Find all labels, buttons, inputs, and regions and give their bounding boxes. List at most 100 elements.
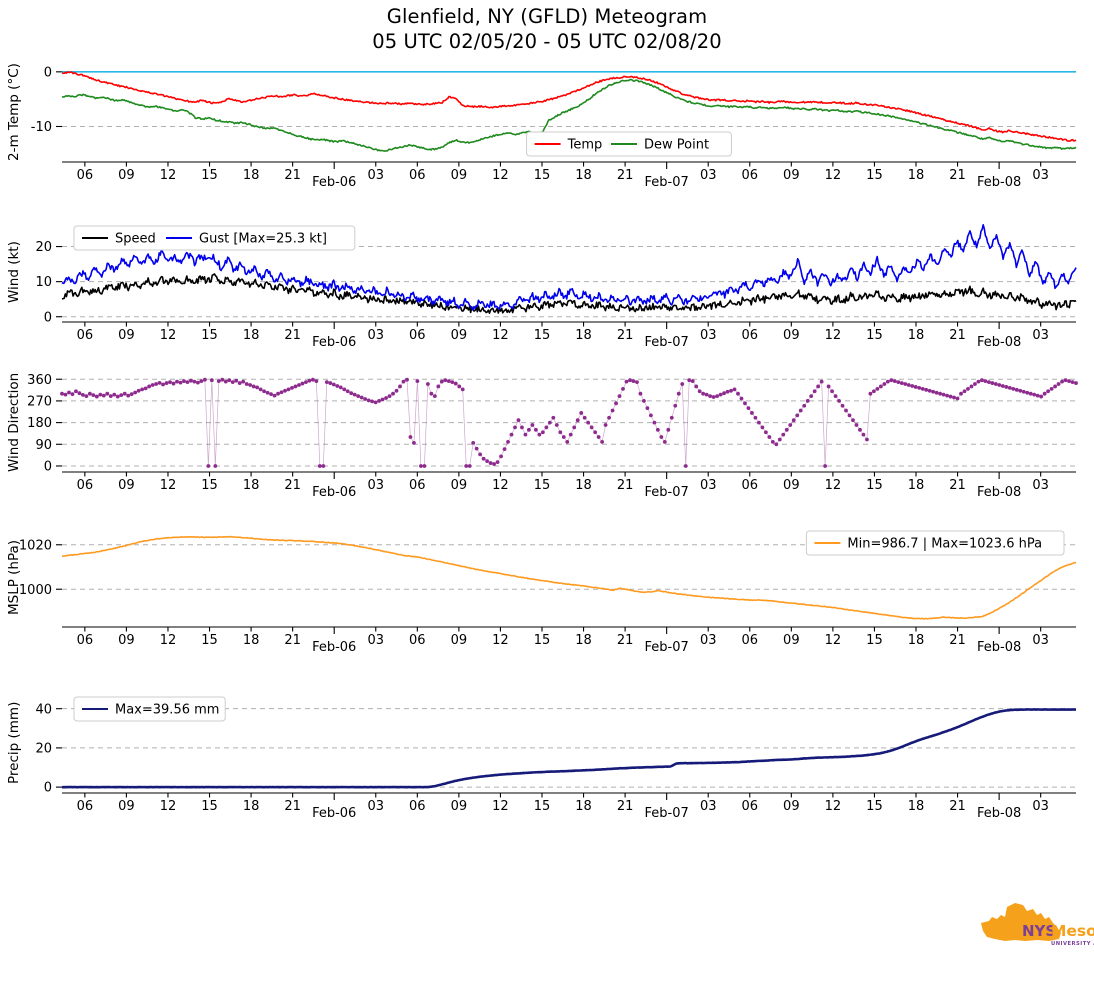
x-tick-temperature-5: 21 (284, 168, 301, 183)
wind-direction-point (575, 418, 580, 423)
wind-direction-point (666, 427, 671, 432)
x-tick-wind-6: Feb-06 (312, 335, 356, 350)
wind-direction-point (506, 439, 510, 444)
plot-mslp: 1000 1020 06 09 12 15 18 21 Feb-06 03 06 09 12 15 18 21… (19, 530, 1077, 655)
x-tick-precip-3: 15 (201, 799, 218, 814)
wind-direction-point (405, 377, 409, 382)
panel-temperature: 2-m Temp (°C) 0 -10 06 09 12 15 18 21 Feb-06 03 06 0… (0, 62, 1094, 210)
wind-direction-point (913, 385, 918, 389)
wind-direction-point (286, 387, 291, 392)
wind-direction-point (394, 388, 399, 393)
x-tick-wind_direction-20: 18 (908, 478, 925, 493)
wind-direction-point (213, 464, 218, 468)
wind-direction-point (547, 420, 552, 425)
wind-direction-point (133, 390, 138, 395)
x-tick-mslp-5: 21 (284, 633, 301, 648)
wind-direction-point (729, 388, 733, 393)
wind-direction-point (398, 384, 402, 389)
wind-direction-point (722, 391, 726, 396)
x-tick-precip-9: 09 (451, 799, 468, 814)
wind-direction-point (112, 392, 117, 397)
wind-direction-point (150, 383, 155, 387)
wind-direction-point (283, 388, 287, 393)
x-tick-mslp-11: 15 (534, 633, 551, 648)
wind-direction-point (579, 411, 584, 415)
wind-direction-point (725, 389, 730, 394)
wind-direction-point (872, 389, 876, 394)
wind-direction-point (781, 432, 786, 437)
x-tick-wind_direction-10: 12 (492, 478, 509, 493)
x-tick-mslp-6: Feb-06 (312, 640, 356, 655)
legend-label-1: Gust [Max=25.3 kt] (199, 232, 327, 247)
wind-direction-point (976, 379, 981, 384)
x-tick-precip-12: 18 (575, 799, 592, 814)
y-axis-label-temperature: 2-m Temp (°C) (6, 63, 22, 161)
wind-direction-point (415, 379, 420, 384)
x-tick-wind_direction-18: 12 (825, 478, 842, 493)
wind-direction-point (868, 391, 873, 396)
wind-direction-point (554, 423, 559, 427)
wind-direction-point (812, 389, 817, 394)
wind-direction-point (596, 435, 601, 439)
wind-direction-point (624, 379, 629, 384)
wind-direction-point (513, 425, 517, 430)
wind-direction-point (739, 396, 744, 401)
wind-direction-point (614, 401, 618, 406)
legend-label-0: Temp (567, 138, 603, 153)
wind-direction-point (359, 395, 364, 400)
x-tick-temperature-21: 21 (949, 168, 966, 183)
wind-direction-point (331, 382, 336, 387)
y-tick-precip-2: 40 (35, 702, 52, 717)
wind-direction-point (540, 430, 545, 435)
x-tick-precip-17: 09 (783, 799, 800, 814)
x-tick-wind-20: 18 (908, 328, 925, 343)
x-tick-precip-6: Feb-06 (312, 806, 356, 821)
x-tick-precip-5: 21 (284, 799, 301, 814)
wind-direction-point (628, 378, 632, 383)
wind-direction-point (924, 387, 929, 392)
wind-direction-point (736, 391, 740, 396)
wind-direction-point (1007, 386, 1012, 390)
x-tick-temperature-13: 21 (617, 168, 634, 183)
wind-direction-point (276, 391, 280, 396)
y-tick-wind_direction-1: 90 (35, 438, 52, 453)
wind-direction-point (931, 389, 936, 394)
wind-direction-point (189, 378, 193, 383)
wind-direction-point (436, 384, 441, 389)
wind-direction-point (993, 382, 998, 386)
wind-direction-point (297, 383, 301, 387)
wind-direction-point (304, 380, 308, 385)
wind-direction-point (314, 379, 319, 384)
y-axis-label-mslp: MSLP (hPa) (6, 539, 22, 615)
wind-direction-point (941, 392, 946, 397)
x-tick-precip-16: 06 (742, 799, 759, 814)
y-tick-wind-1: 10 (35, 275, 52, 290)
wind-direction-point (833, 394, 838, 398)
x-tick-precip-18: 12 (825, 799, 842, 814)
wind-direction-point (422, 464, 427, 468)
x-tick-temperature-9: 09 (451, 168, 468, 183)
y-tick-wind-0: 0 (44, 310, 52, 325)
wind-direction-point (384, 396, 388, 400)
x-tick-precip-10: 12 (492, 799, 509, 814)
wind-direction-point (1063, 378, 1068, 383)
wind-direction-point (844, 408, 848, 413)
wind-direction-point (551, 415, 556, 420)
x-tick-mslp-18: 12 (825, 633, 842, 648)
wind-direction-point (892, 379, 897, 384)
wind-direction-point (182, 379, 186, 384)
chart-title: Glenfield, NY (GFLD) Meteogram 05 UTC 02… (0, 4, 1094, 54)
wind-direction-point (903, 382, 908, 386)
wind-direction-point (209, 378, 214, 383)
x-tick-wind_direction-9: 09 (451, 478, 468, 493)
wind-direction-point (858, 427, 862, 432)
wind-direction-point (1067, 379, 1071, 384)
wind-direction-point (293, 384, 298, 389)
wind-direction-point (1035, 393, 1040, 398)
logo-subtitle-text: UNIVERSITY AT ALBANY (1051, 941, 1094, 947)
series-precip-0 (61, 708, 1077, 789)
wind-direction-point (467, 464, 472, 468)
wind-direction-point (419, 464, 423, 468)
x-tick-mslp-17: 09 (783, 633, 800, 648)
wind-direction-point (408, 435, 413, 439)
